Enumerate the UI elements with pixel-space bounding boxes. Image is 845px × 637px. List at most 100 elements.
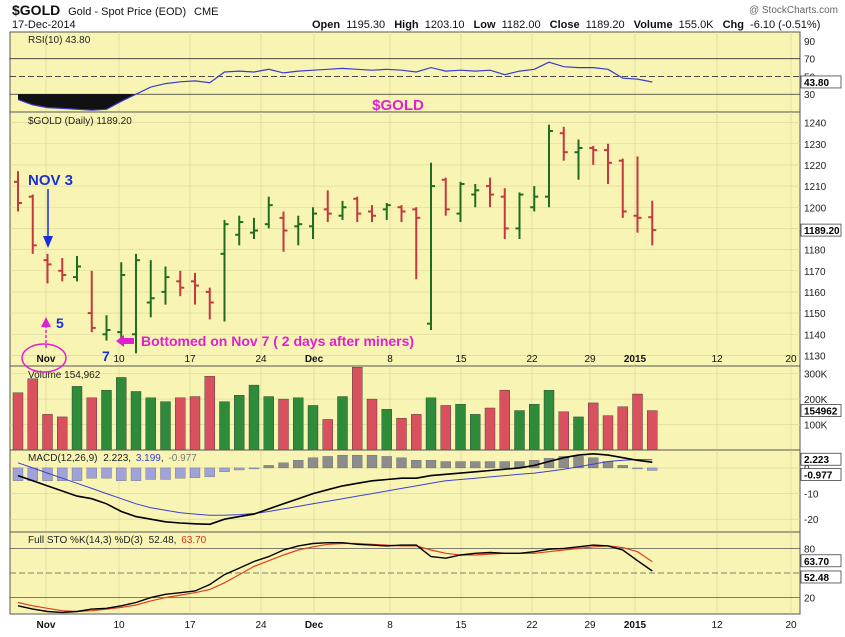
- ohlc-bar: [530, 186, 539, 212]
- nov3-arrow-head: [43, 236, 53, 248]
- x-tick-label: 15: [455, 620, 467, 631]
- macd-hist-bar: [263, 465, 274, 469]
- volume-bar: [57, 416, 68, 451]
- ohlc-bar: [87, 270, 96, 333]
- volume-bar: [337, 396, 348, 451]
- price-axis-tick: 1180: [804, 246, 826, 257]
- volume-last-value: 154962: [804, 407, 838, 418]
- volume-bar: [116, 377, 127, 451]
- rsi-axis-tick: 90: [804, 37, 816, 48]
- volume-bar: [322, 419, 333, 451]
- sto-d-last-value: 63.70: [804, 557, 829, 568]
- volume-legend: Volume 154,962: [28, 370, 101, 381]
- price-legend: $GOLD (Daily) 1189.20: [28, 116, 132, 127]
- macd-hist-bar: [307, 457, 319, 469]
- volume-bar: [234, 395, 245, 451]
- macd-hist-bar: [588, 457, 599, 469]
- ohlc-bar: [427, 162, 435, 331]
- macd-hist-bar: [558, 456, 569, 469]
- price-axis-tick: 1210: [804, 182, 827, 193]
- volume-bar: [160, 401, 171, 451]
- volume-bar: [293, 397, 304, 451]
- macd-hist-bar: [278, 462, 289, 469]
- x-tick-label: 17: [184, 354, 196, 365]
- volume-bar: [573, 416, 584, 451]
- volume-bar: [543, 389, 555, 451]
- macd-hist-bar: [352, 454, 363, 469]
- ohlc-bar: [294, 215, 303, 246]
- macd-hist-last-value-box: [800, 468, 842, 481]
- macd-hist-bar: [366, 454, 378, 469]
- macd-hist-last-value: -0.977: [804, 470, 833, 481]
- volume-bar: [381, 409, 392, 451]
- volume-bar: [101, 389, 112, 451]
- rsi-panel-bg: [9, 31, 801, 113]
- macd-hist-bar: [617, 465, 628, 469]
- volume-bar: [411, 414, 422, 451]
- macd-hist-bar: [411, 460, 422, 469]
- x-axis-price: Nov 10 17 24 Dec 8 15 22 29 2015 12 20: [37, 354, 797, 365]
- sto-k-last-value: 52.48: [804, 573, 829, 584]
- ohlc-bar: [14, 171, 22, 212]
- ohlc-bar: [309, 207, 317, 239]
- ohlc-bar: [250, 217, 258, 239]
- volume-bar: [470, 414, 481, 451]
- chart-header: $GOLD Gold - Spot Price (EOD) CME 17-Dec…: [12, 2, 838, 31]
- x-tick-label: 22: [526, 354, 538, 365]
- macd-last-value-box: [800, 452, 842, 466]
- volume-bar: [86, 397, 97, 451]
- x-tick-label: 29: [584, 620, 596, 631]
- price-axis-tick: 1140: [804, 330, 826, 341]
- ohlc-bar: [28, 194, 37, 254]
- volume-bar: [27, 378, 38, 451]
- x-tick-label: 12: [711, 620, 723, 631]
- annotations: NOV 3 5 7 Bottomed on Nov 7 ( 2 days aft…: [21, 172, 414, 373]
- ohlc-bar: [43, 253, 52, 284]
- sto-axis-tick: 80: [804, 544, 816, 555]
- volume-bar: [130, 391, 142, 451]
- volume-bar: [278, 398, 289, 451]
- volume-bar: [396, 417, 407, 451]
- symbol: $GOLD: [12, 2, 60, 18]
- ohlc-summary: Open 1195.30 High 1203.10 Low 1182.00 Cl…: [312, 19, 820, 31]
- macd-hist-bar: [204, 467, 215, 478]
- price-axis-tick: 1160: [804, 288, 826, 299]
- volume-bar: [352, 367, 363, 451]
- up-arrow-head: [41, 317, 51, 327]
- ohlc-bar: [117, 262, 126, 339]
- rsi-legend: RSI(10) 43.80: [28, 35, 91, 46]
- volume-bar: [189, 396, 201, 451]
- x-tick-label: 17: [184, 620, 196, 631]
- macd-hist-bar: [57, 467, 68, 481]
- macd-hist-bar: [499, 461, 510, 469]
- watermark: @ StockCharts.com: [749, 5, 838, 16]
- price-last-value-box: [800, 223, 842, 237]
- ohlc-bar: [353, 196, 362, 223]
- macd-hist-bar: [116, 467, 127, 481]
- rsi-last-value-box: [800, 75, 842, 89]
- ohlc-bar: [618, 158, 627, 218]
- bottom-arrow: [116, 335, 134, 347]
- macd-last-value: 2.223: [804, 455, 829, 466]
- rsi-line: [17, 61, 653, 111]
- price-axis-tick: 1150: [804, 309, 826, 320]
- svg-text:$GOLD Gold - Spot Price: $GOLD Gold - Spot Price (EOD) CME: [12, 2, 218, 18]
- macd-hist-bar: [573, 456, 584, 469]
- price-axis-tick: 1130: [804, 351, 826, 362]
- macd-hist-bar: [484, 461, 496, 469]
- macd-axis-tick: -20: [804, 515, 819, 526]
- volume-axis-tick: 200K: [804, 395, 828, 406]
- macd-hist-bar: [219, 467, 230, 472]
- price-axis-tick: 1170: [804, 267, 826, 278]
- sto-legend: Full STO %K(14,3) %D(3) 52.48, 63.70: [28, 535, 207, 546]
- ohlc-bar: [412, 207, 421, 280]
- volume-bar: [175, 397, 186, 451]
- rsi-last-value: 43.80: [804, 78, 829, 89]
- macd-hist-bar: [337, 454, 348, 469]
- ohlc-bar: [589, 145, 598, 165]
- ohlc-bar: [132, 253, 140, 354]
- ohlc-bar: [279, 211, 288, 252]
- sto-d-last-value-box: [800, 554, 842, 568]
- rsi-panel: RSI(10) 43.80 3050709043.80: [9, 31, 842, 113]
- ohlc-bar: [515, 192, 524, 239]
